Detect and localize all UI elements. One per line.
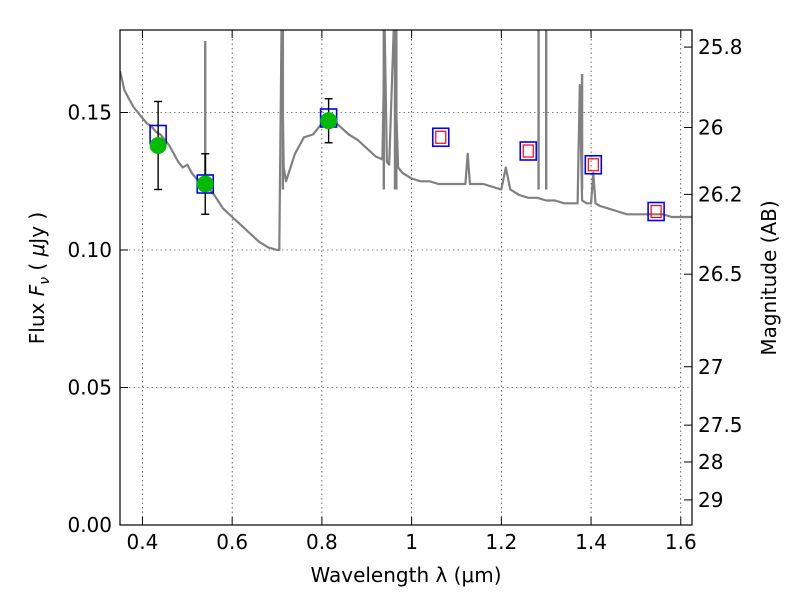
observed-point [196,175,214,193]
model-square-blue [647,201,665,222]
observed-point [320,112,338,130]
y-label-paren: ( [25,256,49,277]
plot-area [120,30,692,252]
model-square-blue [431,127,450,148]
y-tick-label: 0.10 [67,238,112,262]
data-layer [120,30,692,252]
y2-tick-label: 26.5 [698,262,743,286]
y-label-unit: Jy ) [25,212,49,246]
x-tick-label: 1.6 [665,530,697,554]
y2-tick-label: 26.2 [698,182,743,206]
x-tick-label: 0.4 [127,530,159,554]
observed-point [149,137,167,154]
model-square-red [435,130,447,144]
y2-tick-label: 29 [698,488,723,512]
x-axis-label: Wavelength λ (μm) [310,563,501,587]
model-square-blue [519,141,538,161]
y-label-mu: μ [25,244,49,258]
y-tick-label: 0.00 [67,513,112,537]
x-tick-label: 1.4 [575,530,607,554]
y2-axis-label: Magnitude (AB) [757,200,781,355]
model-square-red [650,204,662,219]
y-label-flux: Flux [25,296,49,344]
plot-frame [119,29,693,526]
ticks: 0.4 0.6 0.8 1 1.2 1.4 1.6 0.00 0.05 0.10 0.15 25.8 2… [67,30,743,554]
x-tick-label: 0.8 [306,530,338,554]
y2-tick-label: 28 [698,450,723,474]
y-label-F: F [25,284,49,296]
x-tick-label: 1 [405,530,418,554]
model-square-red [587,158,599,172]
y2-tick-label: 26 [698,116,723,140]
y2-tick-label: 27 [698,355,723,379]
grid-lines [120,30,692,526]
x-tick-label: 1.2 [485,530,517,554]
y-axis-label: Flux Fν ( μJy ) [25,212,53,344]
y-tick-label: 0.05 [67,376,112,400]
model-square-blue [584,154,603,175]
y2-tick-label: 25.8 [698,35,743,59]
x-tick-label: 0.6 [216,530,248,554]
y-label-nu: ν [37,277,53,285]
model-square-red [522,144,534,158]
y-tick-label: 0.15 [67,101,112,125]
y2-tick-label: 27.5 [698,413,743,437]
